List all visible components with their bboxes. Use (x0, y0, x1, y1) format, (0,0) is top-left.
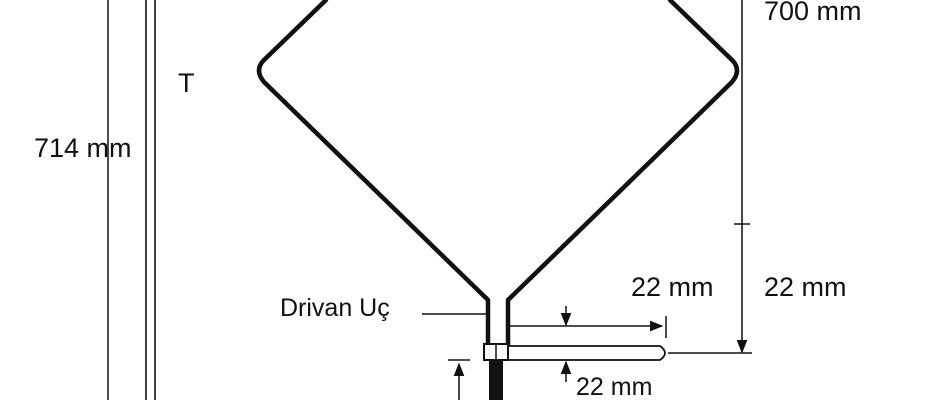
t-marker-label: T (178, 68, 195, 98)
gap-bottom-label: 22 mm (576, 373, 653, 400)
coax-cable (489, 360, 503, 400)
hairpin-stub (508, 345, 666, 361)
driven-end-label: Drivan Uç (280, 294, 390, 322)
top-right-dimension-label: 700 mm (764, 0, 862, 26)
gap-right-label: 22 mm (764, 272, 847, 302)
diamond-loop (256, 0, 740, 348)
gap-mid-label: 22 mm (631, 272, 714, 302)
height-total-label: 714 mm (34, 133, 132, 163)
